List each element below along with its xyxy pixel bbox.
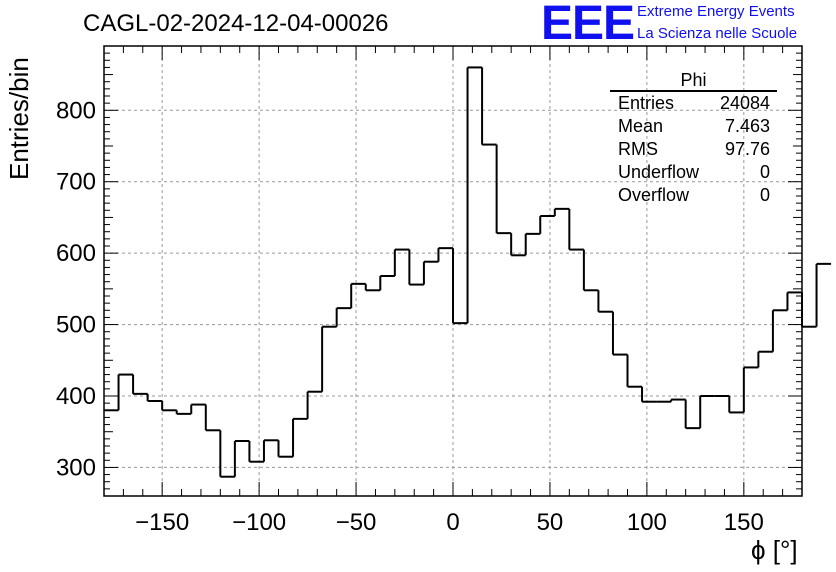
stats-label: Entries	[618, 93, 675, 113]
stats-label: Mean	[618, 116, 664, 136]
stats-label: Overflow	[618, 185, 690, 205]
y-tick-label: 800	[56, 97, 96, 124]
y-axis-label: Entries/bin	[4, 57, 34, 180]
stats-row-mean: Mean 7.463	[610, 115, 777, 138]
x-tick-label: −150	[135, 509, 189, 536]
stats-row-underflow: Underflow 0	[610, 161, 777, 184]
stats-title: Phi	[610, 70, 777, 92]
stats-value: 7.463	[724, 116, 770, 136]
eee-logo: EEE	[541, 0, 635, 50]
x-axis-label: ϕ [°]	[751, 535, 798, 565]
stats-row-entries: Entries 24084	[610, 92, 777, 115]
stats-value: 97.76	[724, 139, 770, 159]
histogram-title: CAGL-02-2024-12-04-00026	[83, 10, 389, 37]
logo-subtitle-2: La Scienza nelle Scuole	[637, 25, 798, 42]
stats-value: 0	[759, 162, 770, 182]
x-tick-label: −100	[232, 509, 286, 536]
x-tick-label: 50	[537, 509, 564, 536]
stats-value: 24084	[719, 93, 770, 113]
x-tick-label: 150	[724, 509, 764, 536]
y-tick-label: 300	[56, 454, 96, 481]
stats-row-overflow: Overflow 0	[610, 184, 777, 207]
y-tick-label: 600	[56, 240, 96, 267]
stats-box: Phi Entries 24084 Mean 7.463 RMS 97.76 U…	[610, 70, 777, 207]
stats-row-rms: RMS 97.76	[610, 138, 777, 161]
y-tick-label: 500	[56, 312, 96, 339]
stats-label: Underflow	[618, 162, 700, 182]
y-tick-label: 700	[56, 169, 96, 196]
x-tick-label: 100	[627, 509, 667, 536]
stats-label: RMS	[618, 139, 658, 159]
y-tick-label: 400	[56, 383, 96, 410]
logo-subtitle-1: Extreme Energy Events	[637, 3, 795, 20]
x-tick-label: 0	[446, 509, 459, 536]
stats-value: 0	[759, 185, 770, 205]
x-tick-label: −50	[336, 509, 377, 536]
